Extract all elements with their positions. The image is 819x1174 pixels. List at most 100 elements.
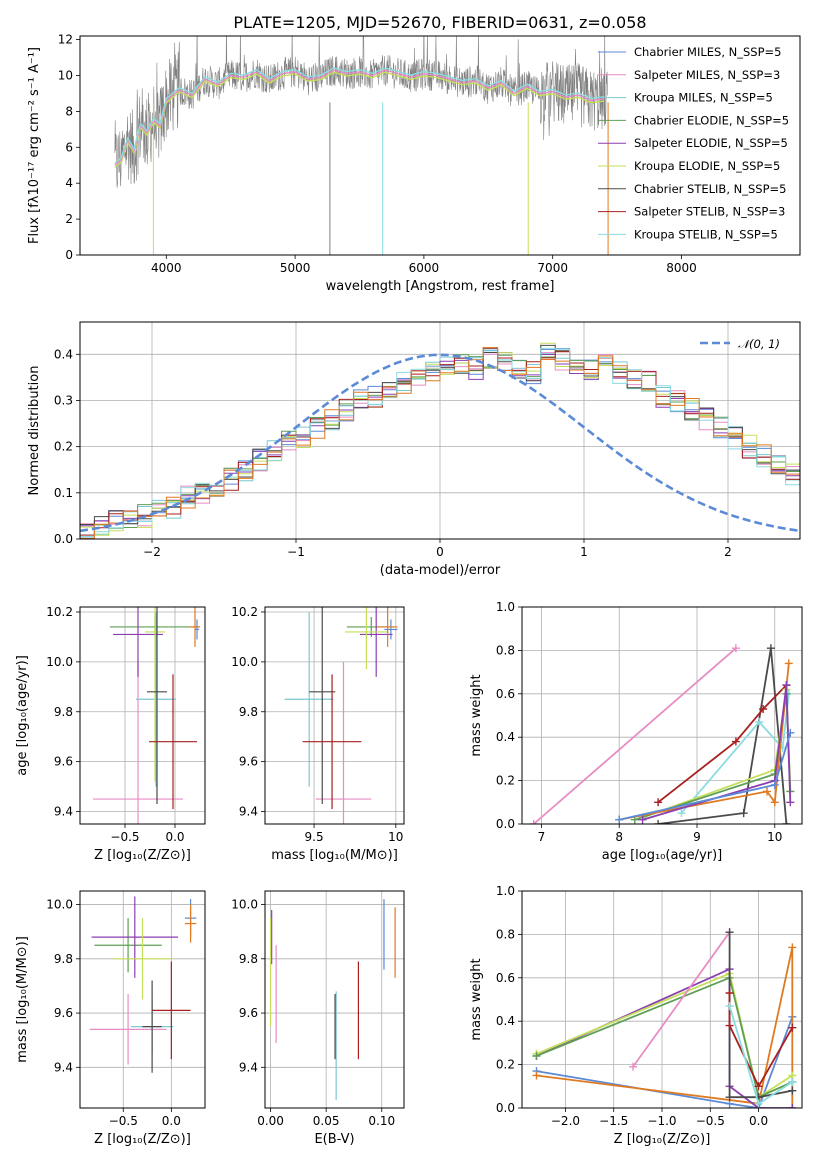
- weight-line-salpeter-elodie: [642, 684, 792, 821]
- figure-title: PLATE=1205, MJD=52670, FIBERID=0631, z=0…: [233, 13, 646, 32]
- tick-label-x: 0.0: [749, 1114, 768, 1128]
- histogram-step-orange: [80, 347, 800, 539]
- weight-marker-chabrier-elodie: [532, 1051, 541, 1060]
- tick-label-x: −0.5: [109, 1114, 138, 1128]
- tick-label-x: −0.5: [696, 1114, 725, 1128]
- legend-spectrum: Chabrier MILES, N_SSP=5 Salpeter MILES, N…: [598, 45, 789, 241]
- legend-entry: Kroupa ELODIE, N_SSP=5: [634, 159, 780, 173]
- tick-label-y: 10.0: [46, 898, 73, 912]
- weight-marker-salpeter-elodie: [638, 815, 647, 824]
- tick-label-x: 1: [580, 545, 588, 559]
- tick-label-x: 8: [615, 830, 623, 844]
- tick-label-x: −0.5: [110, 830, 139, 844]
- x-axis-label: Z [log₁₀(Z/Z⊙)]: [94, 1132, 191, 1147]
- tick-label-x: 0.0: [165, 830, 184, 844]
- axes-spectrum: 4000 5000 6000 7000 8000 0 2 4 6 8 10 12 wavelength …: [27, 33, 801, 294]
- x-axis-label: age [log₁₀(age/yr)]: [602, 848, 723, 863]
- weight-marker-orange: [784, 659, 793, 668]
- tick-label-y: 9.6: [239, 1006, 258, 1020]
- tick-label-y: 10: [58, 68, 73, 82]
- x-axis-label: mass [log₁₀(M/M⊙)]: [271, 848, 398, 863]
- y-axis-label: mass weight: [469, 958, 484, 1040]
- axes-mass-vs-Z: −0.5 0.0 9.4 9.6 9.8 10.0 Z [log₁₀(Z/Z⊙)] mass …: [15, 890, 206, 1147]
- weight-marker-salpeter-stelib: [754, 1082, 763, 1091]
- axes-age-vs-Z: −0.5 0.0 9.4 9.6 9.8 10.0 10.2 Z [log₁₀(Z/Z⊙)] a…: [15, 605, 206, 863]
- axes-frame: [521, 890, 803, 1109]
- tick-label-y: 9.4: [239, 1060, 258, 1074]
- tick-label-y: 9.8: [239, 952, 258, 966]
- plot-area-residuals: [80, 342, 800, 539]
- tick-label-x: 9: [693, 830, 701, 844]
- tick-label-x: 6000: [409, 261, 440, 275]
- plot-area-mass-vs-Z: [89, 896, 197, 1073]
- weight-marker-kroupa-stelib: [677, 809, 686, 818]
- tick-label-x: 2: [724, 545, 732, 559]
- tick-label-y: 8: [65, 104, 73, 118]
- legend-entry: Salpeter MILES, N_SSP=3: [634, 68, 780, 82]
- spectrum-model-line: [114, 69, 605, 166]
- tick-label-y: 2: [65, 212, 73, 226]
- axes-residuals: −2 −1 0 1 2 0.0 0.1 0.2 0.3 0.4 (data-model)/error…: [27, 321, 801, 578]
- weight-line-kroupa-stelib: [680, 693, 790, 814]
- axes-frame: [79, 35, 801, 256]
- plot-area-weight-vs-age: [529, 644, 795, 824]
- weight-marker-orange: [788, 943, 797, 952]
- weight-marker-salpeter-miles: [629, 1062, 638, 1071]
- tick-label-y: 9.6: [54, 1006, 73, 1020]
- weight-marker-salpeter-elodie: [786, 798, 795, 807]
- tick-label-y: 9.4: [239, 805, 258, 819]
- tick-label-x: 8000: [666, 261, 697, 275]
- legend-entry: Salpeter STELIB, N_SSP=3: [634, 205, 785, 219]
- tick-label-x: 5000: [280, 261, 311, 275]
- weight-marker-salpeter-stelib: [759, 704, 768, 713]
- weight-marker-salpeter-stelib: [725, 1021, 734, 1030]
- tick-label-x: 9.5: [305, 830, 324, 844]
- weight-marker-salpeter-miles: [731, 644, 740, 653]
- legend-entry: Kroupa STELIB, N_SSP=5: [634, 227, 778, 241]
- tick-label-x: 0: [436, 545, 444, 559]
- tick-label-y: 12: [58, 33, 73, 47]
- tick-label-x: −1.5: [599, 1114, 628, 1128]
- x-axis-label: Z [log₁₀(Z/Z⊙)]: [94, 848, 191, 863]
- weight-line-chabrier-stelib: [657, 648, 788, 824]
- plot-area-spectrum: [114, 36, 609, 255]
- tick-label-y: 9.4: [54, 805, 73, 819]
- weight-line-salpeter-miles: [533, 647, 737, 824]
- tick-label-y: 0.0: [496, 817, 515, 831]
- tick-label-y: 0.8: [496, 927, 515, 941]
- axes-frame: [264, 606, 405, 825]
- tick-label-y: 0.1: [54, 486, 73, 500]
- tick-label-x: 7000: [537, 261, 568, 275]
- tick-label-y: 0: [65, 248, 73, 262]
- weight-marker-chabrier-stelib: [654, 820, 663, 824]
- tick-label-y: 10.2: [231, 605, 258, 619]
- weight-marker-chabrier-stelib: [725, 928, 734, 937]
- tick-label-x: −1: [287, 545, 305, 559]
- y-axis-label: age [log₁₀(age/yr)]: [15, 655, 30, 776]
- legend-entry: Chabrier MILES, N_SSP=5: [634, 45, 781, 59]
- weight-marker-chabrier-stelib: [766, 644, 775, 653]
- axes-weight-vs-age: 7 8 9 10 0.0 0.2 0.4 0.6 0.8 1.0 age [log₁₀(age/yr…: [469, 600, 803, 863]
- tick-label-y: 0.3: [54, 393, 73, 407]
- tick-label-y: 0.8: [496, 643, 515, 657]
- axes-mass-vs-EBV: 0.00 0.05 0.10 9.4 9.6 9.8 10.0 E(B-V): [231, 890, 405, 1147]
- weight-marker-salpeter-stelib: [788, 1023, 797, 1032]
- weight-marker-salpeter-elodie: [782, 681, 791, 690]
- weight-marker-kroupa-stelib: [755, 718, 764, 727]
- histogram-step-kroupa-stelib: [80, 347, 800, 537]
- tick-label-x: 0.0: [162, 1114, 181, 1128]
- tick-label-x: 0.00: [257, 1114, 284, 1128]
- tick-label-x: −1.0: [647, 1114, 676, 1128]
- axes-age-vs-mass: 9.5 10 9.4 9.6 9.8 10.0 10.2 mass [log₁₀(M/M⊙)]: [231, 605, 405, 863]
- weight-marker-salpeter-stelib: [731, 737, 740, 746]
- tick-label-y: 9.8: [54, 705, 73, 719]
- tick-label-y: 4: [65, 176, 73, 190]
- tick-label-y: 0.2: [54, 440, 73, 454]
- y-axis-label: mass [log₁₀(M/M⊙)]: [15, 936, 30, 1063]
- tick-label-y: 0.0: [54, 532, 73, 546]
- tick-label-x: −2.0: [551, 1114, 580, 1128]
- plot-area-mass-vs-EBV: [269, 899, 396, 1100]
- weight-line-chabrier-miles: [619, 732, 792, 821]
- weight-marker-salpeter-stelib: [725, 988, 734, 997]
- tick-label-y: 0.4: [54, 347, 73, 361]
